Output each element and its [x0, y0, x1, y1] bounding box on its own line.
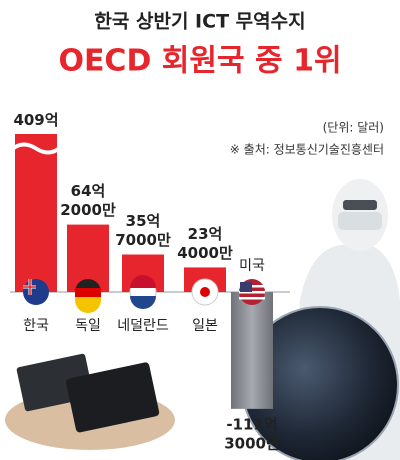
x-tick-label: 독일 — [75, 318, 101, 334]
value-label: 409억 — [13, 111, 58, 129]
flag — [239, 279, 265, 305]
photo — [241, 179, 400, 460]
bar — [15, 134, 57, 293]
value-label: 2000만 — [60, 201, 116, 219]
flag — [23, 279, 49, 305]
value-label: 64억 — [71, 182, 106, 200]
x-tick-label: 네덜란드 — [117, 318, 169, 334]
chip-photo — [5, 353, 175, 450]
source: ※ 출처: 정보통신기술진흥센터 — [230, 143, 384, 157]
flag — [75, 288, 101, 297]
flag — [75, 279, 101, 313]
value-label: 4000만 — [177, 244, 233, 262]
flag — [75, 297, 101, 313]
chart-title: 한국 상반기 ICT 무역수지 — [94, 11, 305, 33]
value-label: 7000만 — [115, 231, 171, 249]
value-label: 3000만 — [224, 434, 280, 452]
flag — [239, 291, 265, 294]
value-label: 23억 — [188, 225, 223, 243]
x-tick-label: 한국 — [23, 318, 49, 334]
x-tick-label: 일본 — [192, 318, 218, 334]
flag — [129, 275, 157, 309]
chart-subtitle: OECD 회원국 중 1위 — [58, 44, 341, 79]
flag — [239, 297, 265, 300]
flag — [23, 279, 49, 305]
x-tick-label: 미국 — [239, 258, 265, 274]
bar — [231, 292, 273, 409]
flag — [240, 282, 252, 292]
flag — [200, 287, 210, 297]
value-label: -111억 — [226, 415, 277, 433]
flag — [130, 296, 156, 309]
flag — [191, 278, 219, 306]
flag — [130, 275, 156, 288]
axis-break — [11, 142, 61, 155]
value-label: 35억 — [126, 212, 161, 230]
flag — [23, 279, 36, 295]
unit: (단위: 달러) — [323, 121, 384, 135]
plot — [15, 134, 273, 409]
